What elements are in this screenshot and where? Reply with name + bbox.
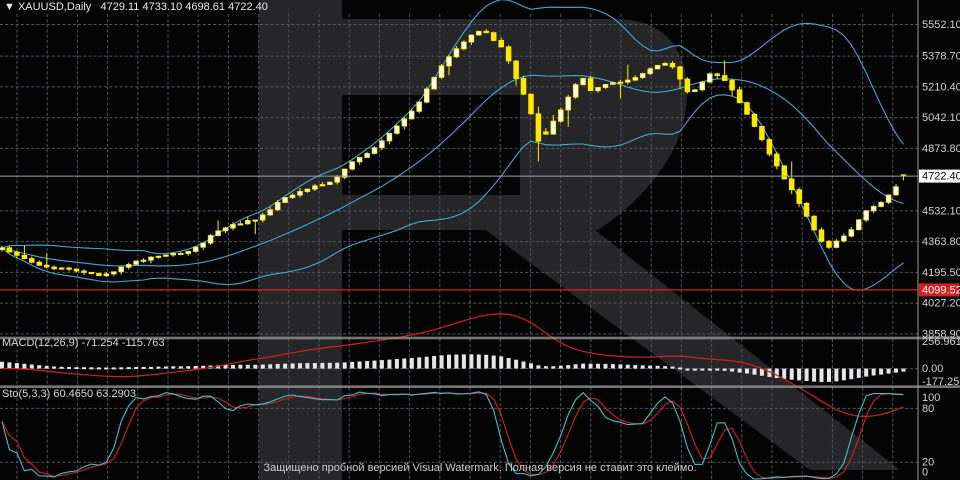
svg-text:4195.50: 4195.50 <box>922 267 960 279</box>
svg-text:Защищено пробной версией Visua: Защищено пробной версией Visual Watermar… <box>263 462 696 474</box>
svg-text:4027.20: 4027.20 <box>922 298 960 310</box>
svg-text:▼ XAUUSD,Daily 4729.11 4733.: ▼ XAUUSD,Daily 4729.11 4733.10 4698.61 4… <box>4 1 268 13</box>
svg-text:4099.52: 4099.52 <box>922 284 960 296</box>
svg-text:5210.40: 5210.40 <box>922 81 960 93</box>
svg-text:4363.80: 4363.80 <box>922 236 960 248</box>
svg-text:80: 80 <box>922 403 934 415</box>
svg-text:-177.259: -177.259 <box>922 376 960 388</box>
svg-text:5552.10: 5552.10 <box>922 19 960 31</box>
svg-text:256.961: 256.961 <box>922 336 960 348</box>
svg-text:MACD(12,26,9) -71.254 -115.763: MACD(12,26,9) -71.254 -115.763 <box>2 337 164 349</box>
svg-text:0: 0 <box>922 467 928 479</box>
svg-text:0.00: 0.00 <box>922 363 943 375</box>
svg-text:4873.80: 4873.80 <box>922 143 960 155</box>
svg-text:Sto(5,3,3) 60.4650 63.2903: Sto(5,3,3) 60.4650 63.2903 <box>2 388 136 400</box>
svg-text:4722.40: 4722.40 <box>922 171 960 183</box>
svg-text:5378.70: 5378.70 <box>922 51 960 63</box>
svg-text:4532.10: 4532.10 <box>922 205 960 217</box>
svg-text:5042.10: 5042.10 <box>922 112 960 124</box>
